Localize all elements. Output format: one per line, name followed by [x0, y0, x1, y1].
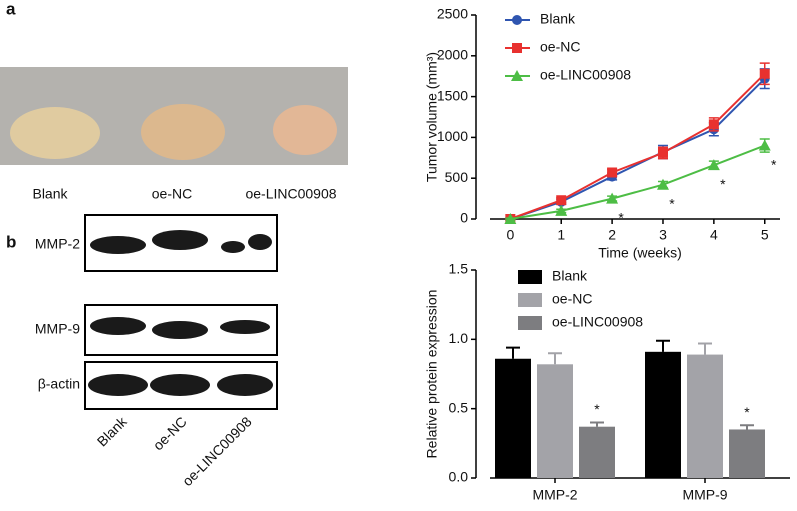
tumor — [273, 105, 337, 155]
x-tick-label: 2 — [608, 227, 616, 243]
significance: * — [771, 156, 777, 172]
legend-label: oe-LINC00908 — [540, 67, 631, 83]
y-tick-label: 1000 — [437, 128, 468, 144]
blot-lane-label: Blank — [94, 413, 131, 450]
y-tick-label: 500 — [445, 169, 469, 185]
x-tick-label: 0 — [506, 227, 514, 243]
blot-row-label: MMP-2 — [35, 236, 80, 252]
marker — [708, 119, 719, 130]
photo-label: Blank — [32, 186, 68, 202]
legend-swatch — [518, 270, 542, 284]
band — [150, 374, 210, 396]
bar — [645, 351, 681, 478]
bar — [687, 354, 723, 478]
marker — [556, 195, 567, 206]
series-line — [510, 144, 766, 220]
photo-label: oe-NC — [152, 186, 192, 202]
significance: * — [618, 209, 624, 225]
error-bar — [590, 421, 604, 427]
x-tick-label: 5 — [761, 227, 769, 243]
blot-row-label: β-actin — [38, 376, 80, 392]
band — [221, 241, 245, 253]
legend-label: oe-NC — [552, 291, 592, 307]
blot-lane-label: oe-LINC00908 — [179, 413, 255, 489]
marker — [759, 68, 770, 79]
marker — [656, 178, 669, 190]
blot-box — [84, 361, 278, 410]
marker — [607, 167, 618, 178]
marker — [758, 139, 771, 151]
band — [152, 321, 208, 339]
y-tick-label: 2500 — [437, 6, 468, 22]
legend-label: oe-LINC00908 — [552, 314, 643, 330]
legend-swatch — [518, 316, 542, 330]
marker — [512, 43, 522, 53]
x-tick-label: 1 — [557, 227, 565, 243]
tumor — [10, 107, 100, 159]
panel-label: b — [6, 232, 16, 251]
marker — [606, 192, 619, 204]
y-tick-label: 1500 — [437, 87, 468, 103]
tumor-photo — [0, 67, 348, 165]
band — [217, 374, 273, 396]
blot-row-label: MMP-9 — [35, 321, 80, 337]
legend-label: Blank — [552, 268, 588, 284]
band — [90, 317, 146, 335]
significance: * — [669, 195, 675, 211]
bar — [579, 426, 615, 478]
error-bar — [506, 346, 520, 359]
x-tick-label: MMP-9 — [682, 487, 727, 503]
marker — [555, 204, 568, 216]
x-tick-label: 4 — [710, 227, 718, 243]
series-line — [510, 77, 766, 220]
y-tick-label: 0.0 — [449, 469, 469, 485]
bar — [495, 358, 531, 478]
marker — [504, 213, 517, 224]
y-tick-label: 2000 — [437, 47, 468, 63]
band — [220, 320, 270, 334]
band — [90, 236, 146, 254]
marker — [511, 70, 523, 81]
x-tick-label: 3 — [659, 227, 667, 243]
panel-label: a — [6, 0, 16, 18]
legend-swatch — [518, 293, 542, 307]
significance: * — [720, 176, 726, 192]
band — [88, 374, 148, 396]
photo-label: oe-LINC00908 — [245, 186, 336, 202]
y-tick-label: 0 — [460, 210, 468, 226]
legend-label: Blank — [540, 11, 576, 27]
tumor — [141, 104, 225, 160]
error-bar — [548, 352, 562, 365]
western-blot — [84, 214, 278, 410]
x-tick-label: MMP-2 — [532, 487, 577, 503]
legend-label: oe-NC — [540, 39, 580, 55]
marker — [707, 159, 720, 171]
band — [248, 234, 272, 250]
significance: * — [744, 404, 750, 420]
error-bar — [740, 424, 754, 430]
marker — [512, 15, 522, 25]
y-axis-label: Tumor volume (mm³) — [424, 52, 440, 182]
marker — [657, 147, 668, 158]
blot-box — [84, 304, 278, 356]
y-tick-label: 1.0 — [449, 330, 469, 346]
significance: * — [594, 401, 600, 417]
error-bar — [656, 339, 670, 352]
series-line — [510, 73, 766, 220]
blot-lane-label: oe-NC — [150, 413, 190, 453]
error-bar — [698, 342, 712, 355]
y-tick-label: 1.5 — [449, 261, 469, 277]
band — [152, 230, 208, 250]
bar — [537, 364, 573, 478]
bar — [729, 429, 765, 478]
y-tick-label: 0.5 — [449, 399, 469, 415]
x-axis-label: Time (weeks) — [598, 245, 682, 261]
y-axis-label: Relative protein expression — [424, 290, 440, 459]
blot-box — [84, 214, 278, 272]
